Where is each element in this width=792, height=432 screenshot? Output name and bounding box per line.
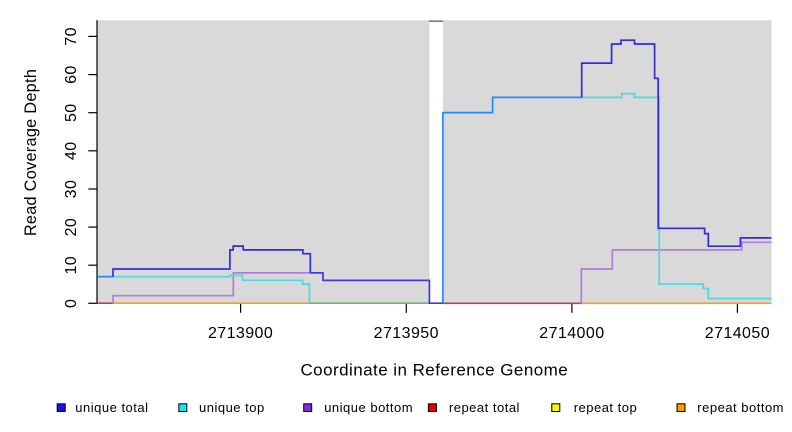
svg-text:50: 50: [63, 103, 80, 122]
svg-text:repeat total: repeat total: [449, 400, 520, 415]
svg-text:2714000: 2714000: [539, 325, 604, 342]
svg-text:Read Coverage Depth: Read Coverage Depth: [22, 69, 40, 236]
svg-text:Coordinate in Reference Genome: Coordinate in Reference Genome: [300, 361, 568, 380]
svg-text:unique top: unique top: [199, 400, 265, 415]
svg-text:70: 70: [63, 27, 80, 46]
svg-text:2713900: 2713900: [208, 325, 273, 342]
svg-text:40: 40: [63, 141, 80, 160]
svg-text:60: 60: [63, 65, 80, 84]
svg-text:repeat bottom: repeat bottom: [697, 400, 784, 415]
svg-text:repeat top: repeat top: [574, 400, 638, 415]
svg-text:2713950: 2713950: [374, 325, 439, 342]
svg-text:2714050: 2714050: [705, 325, 770, 342]
svg-text:10: 10: [63, 256, 80, 275]
svg-text:30: 30: [63, 180, 80, 199]
svg-text:unique bottom: unique bottom: [324, 400, 413, 415]
svg-text:20: 20: [63, 218, 80, 237]
svg-text:unique total: unique total: [75, 400, 148, 415]
svg-text:0: 0: [63, 299, 80, 308]
